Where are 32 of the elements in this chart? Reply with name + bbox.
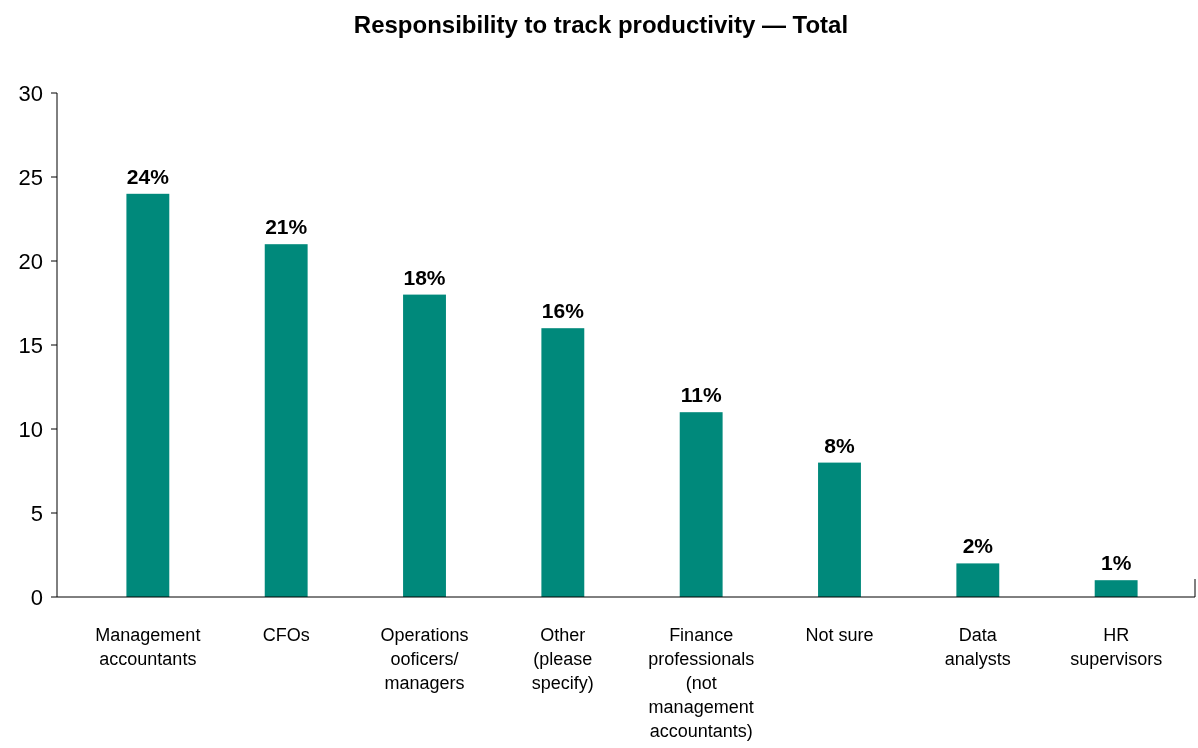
y-tick-label: 0 bbox=[30, 584, 43, 610]
data-label: 1% bbox=[1100, 551, 1132, 575]
data-label: 16% bbox=[541, 299, 585, 323]
y-tick-label: 15 bbox=[18, 332, 43, 358]
bar bbox=[126, 193, 170, 597]
bar bbox=[818, 462, 861, 597]
bar bbox=[1094, 580, 1138, 597]
bar bbox=[264, 244, 308, 597]
data-label: 8% bbox=[824, 433, 855, 457]
chart-title: Responsibility to track productivity — Total bbox=[353, 11, 849, 38]
y-tick-label: 25 bbox=[18, 164, 43, 190]
y-tick-label: 10 bbox=[18, 416, 43, 442]
y-tick-label: 5 bbox=[30, 500, 43, 526]
data-label: 11% bbox=[680, 383, 722, 407]
x-tick-label: Other (please specify) bbox=[531, 625, 594, 693]
y-tick-label: 30 bbox=[18, 80, 43, 106]
x-tick-label: Operations ooficers/ managers bbox=[380, 625, 469, 693]
data-label: 18% bbox=[403, 265, 446, 289]
x-tick-label: Management accountants bbox=[95, 625, 201, 669]
x-tick-label: Not sure bbox=[805, 625, 874, 645]
y-tick-label: 20 bbox=[18, 248, 43, 274]
bar bbox=[956, 563, 1000, 597]
x-tick-label: HR supervisors bbox=[1070, 625, 1163, 669]
x-tick-label: CFOs bbox=[262, 625, 310, 645]
bar bbox=[679, 412, 723, 597]
data-label: 21% bbox=[265, 215, 308, 239]
x-tick-label: Data analysts bbox=[944, 625, 1011, 669]
bar bbox=[403, 294, 446, 597]
data-label: 2% bbox=[962, 534, 994, 558]
x-tick-label: Finance professionals (not management accountants) bbox=[648, 625, 755, 741]
bar bbox=[541, 328, 585, 597]
data-label: 24% bbox=[126, 164, 170, 188]
